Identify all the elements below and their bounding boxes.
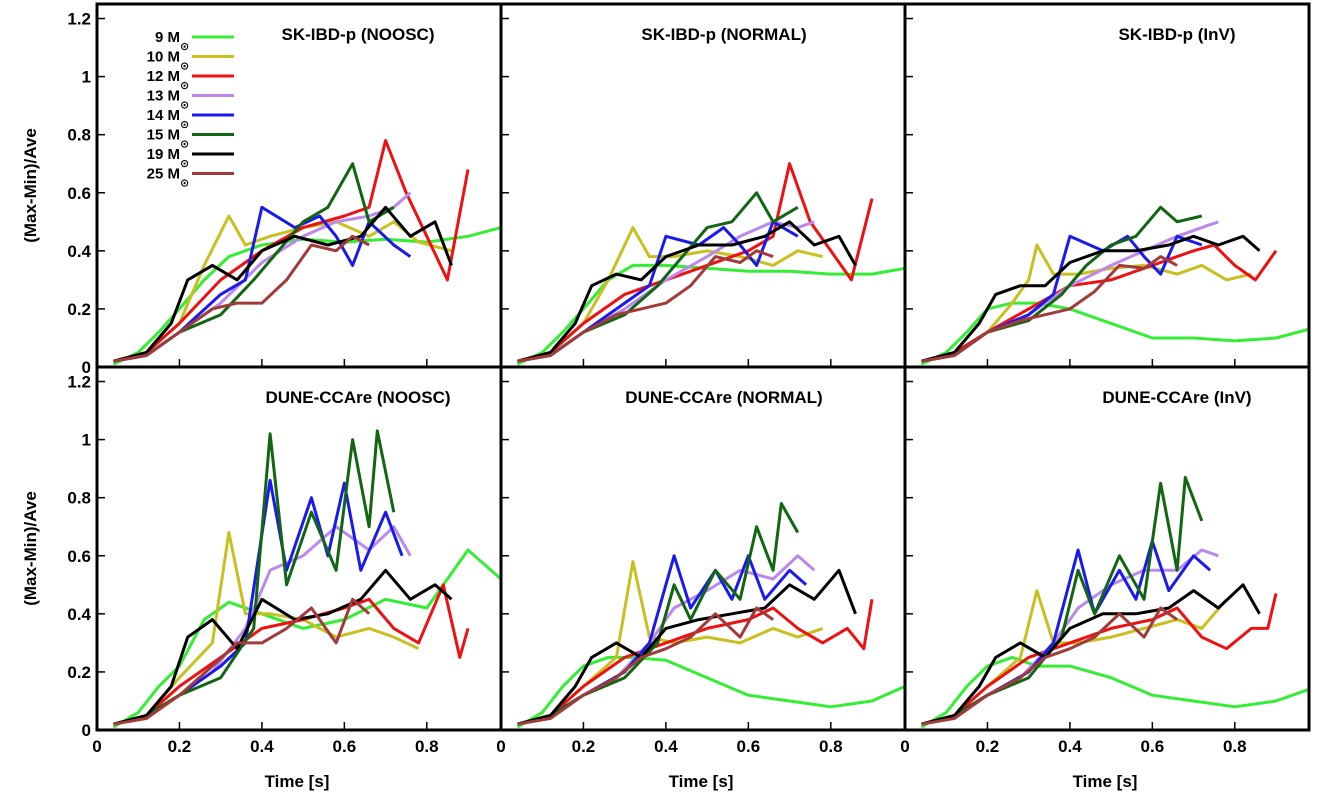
y-tick-label: 0.2 [67,300,91,319]
x-tick-label: 0.4 [250,737,274,756]
y-tick-label: 1.2 [67,373,91,392]
legend-sun-symbol: ⊙ [180,138,189,151]
legend-sun-symbol: ⊙ [180,40,189,53]
series-line-12-m [517,162,874,363]
y-tick-label: 1 [82,68,91,87]
series-line-12-m [113,139,470,363]
series-line-12-m [921,243,1278,363]
series-line-13-m [113,191,412,363]
series-line-19-m [113,568,453,726]
legend-label: 19 M [147,146,180,163]
series-line-9-m [516,263,906,366]
y-tick-label: 0.6 [67,184,91,203]
x-tick-label: 0.8 [819,737,843,756]
y-tick-label: 0.4 [67,605,91,624]
y-axis-label: (Max-Min)/Ave [21,491,40,606]
panel-title: DUNE-CCAre (NOOSC) [265,388,450,407]
legend-sun-symbol: ⊙ [180,99,189,112]
legend-label: 9 M [155,29,180,46]
legend-sun-symbol: ⊙ [180,118,189,131]
series-line-25-m [921,606,1178,726]
panel-title: DUNE-CCAre (NORMAL) [625,388,822,407]
series-line-25-m [517,606,774,726]
series-line-25-m [113,234,370,363]
legend-label: 10 M [147,49,180,66]
y-axis-label: (Max-Min)/Ave [21,128,40,243]
x-axis-label: Time [s] [1073,772,1138,791]
panel-frame [903,2,1311,369]
y-tick-label: 1 [82,431,91,450]
x-axis-label: Time [s] [669,772,734,791]
series-line-15-m [113,429,396,726]
y-tick-label: 1.2 [67,10,91,29]
legend-sun-symbol: ⊙ [180,60,189,73]
x-axis-label: Time [s] [265,772,330,791]
y-tick-label: 0 [82,721,91,740]
series-line-9-m [920,655,1310,729]
x-tick-label: 0.8 [415,737,439,756]
series-line-25-m [113,597,371,726]
x-tick-label: 0.2 [572,737,596,756]
x-tick-label: 0 [900,737,909,756]
series-line-9-m [920,301,1310,366]
legend-sun-symbol: ⊙ [180,79,189,92]
legend-sun-symbol: ⊙ [180,157,189,170]
legend-label: 25 M [147,166,180,183]
panel-title: SK-IBD-p (InV) [1118,25,1235,44]
series-line-15-m [921,475,1204,726]
panel-title: SK-IBD-p (NOOSC) [282,25,435,44]
x-tick-label: 0 [496,737,505,756]
legend-label: 14 M [147,107,180,124]
legend-label: 12 M [147,68,180,85]
series-line-9-m [516,655,906,729]
series-line-19-m [921,583,1261,726]
series-line-25-m [517,249,774,363]
legend-sun-symbol: ⊙ [180,177,189,190]
x-tick-label: 0 [92,737,101,756]
y-tick-label: 0.8 [67,126,91,145]
series-line-19-m [921,234,1261,363]
y-tick-label: 0.2 [67,663,91,682]
legend-label: 15 M [147,127,180,144]
panel-frame [903,365,1311,732]
series-line-10-m [921,243,1252,363]
x-tick-label: 0.4 [1058,737,1082,756]
series-line-25-m [921,255,1178,363]
x-tick-label: 0.4 [654,737,678,756]
y-tick-label: 0.8 [67,489,91,508]
y-tick-label: 0.4 [67,242,91,261]
x-tick-label: 0.8 [1223,737,1247,756]
series-line-10-m [113,531,420,726]
series-line-19-m [517,568,857,726]
x-tick-label: 0.2 [168,737,192,756]
x-tick-label: 0.6 [1141,737,1165,756]
x-tick-label: 0.6 [333,737,357,756]
series-line-9-m [112,226,502,366]
legend-label: 13 M [147,88,180,105]
y-tick-label: 0 [82,358,91,377]
panel-frame [499,2,907,369]
x-tick-label: 0.6 [737,737,761,756]
x-tick-label: 0.2 [976,737,1000,756]
series-line-19-m [517,220,857,363]
series-line-19-m [113,205,453,363]
panel-title: DUNE-CCAre (InV) [1102,388,1251,407]
y-tick-label: 0.6 [67,547,91,566]
panel-title: SK-IBD-p (NORMAL) [641,25,806,44]
